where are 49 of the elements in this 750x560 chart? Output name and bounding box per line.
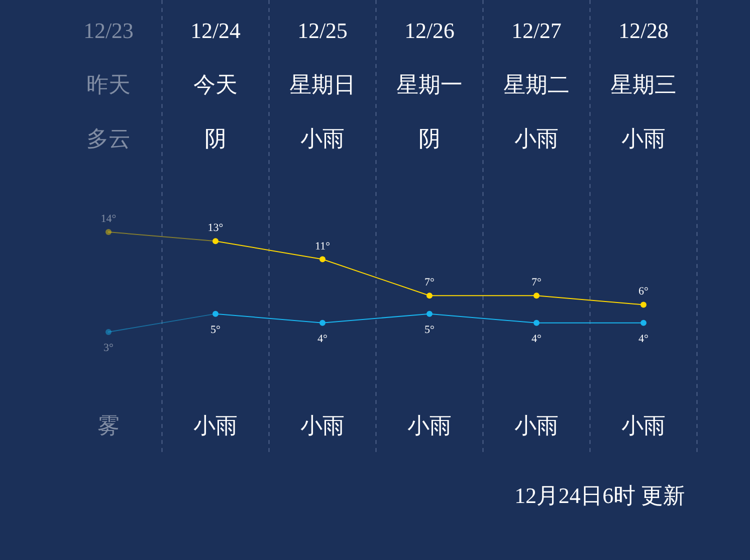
- point: [534, 320, 540, 326]
- text: 小雨: [622, 126, 666, 151]
- point: [426, 310, 432, 317]
- x-tick-label: 12/23: [83, 18, 134, 43]
- data-label: 5°: [210, 324, 220, 336]
- data-label: 7°: [532, 276, 542, 289]
- data-label: 7°: [424, 276, 434, 289]
- point: [320, 320, 326, 326]
- point: [212, 238, 218, 244]
- text: 小雨: [300, 413, 344, 438]
- text: 星期三: [610, 72, 676, 97]
- point: [106, 229, 112, 235]
- text: 阴: [418, 126, 440, 151]
- x-tick-label: 12/27: [511, 18, 562, 43]
- data-label: 4°: [638, 332, 648, 345]
- point: [640, 320, 646, 326]
- text: 小雨: [514, 413, 558, 438]
- data-label: 3°: [104, 342, 114, 354]
- text: 阴: [204, 126, 226, 151]
- text: 小雨: [408, 413, 452, 438]
- point: [534, 292, 540, 299]
- x-tick-label: 12/28: [618, 18, 669, 43]
- text: 小雨: [300, 126, 344, 151]
- text: 小雨: [194, 413, 238, 438]
- text: 多云: [86, 126, 130, 151]
- data-label: 4°: [318, 332, 328, 345]
- text: 星期一: [396, 72, 462, 97]
- x-tick-label: 12/24: [190, 18, 241, 43]
- x-tick-label: 12/26: [404, 18, 455, 43]
- x-tick-label: 12/25: [297, 18, 348, 43]
- text: 昨天: [86, 72, 130, 97]
- point: [320, 256, 326, 262]
- text: 今天: [194, 72, 238, 97]
- text: 12月24日6时 更新: [514, 483, 685, 508]
- text: 星期二: [504, 72, 570, 97]
- data-label: 4°: [532, 332, 542, 345]
- point: [640, 302, 646, 308]
- data-label: 11°: [315, 240, 330, 252]
- text: 雾: [98, 413, 120, 438]
- text: 小雨: [514, 126, 558, 151]
- data-label: 14°: [100, 213, 116, 225]
- text: 星期日: [290, 72, 356, 97]
- data-label: 13°: [208, 222, 224, 234]
- point: [426, 292, 432, 299]
- data-label: 5°: [424, 324, 434, 336]
- text: 小雨: [622, 413, 666, 438]
- data-label: 6°: [638, 286, 648, 298]
- point: [212, 310, 218, 317]
- point: [106, 329, 112, 335]
